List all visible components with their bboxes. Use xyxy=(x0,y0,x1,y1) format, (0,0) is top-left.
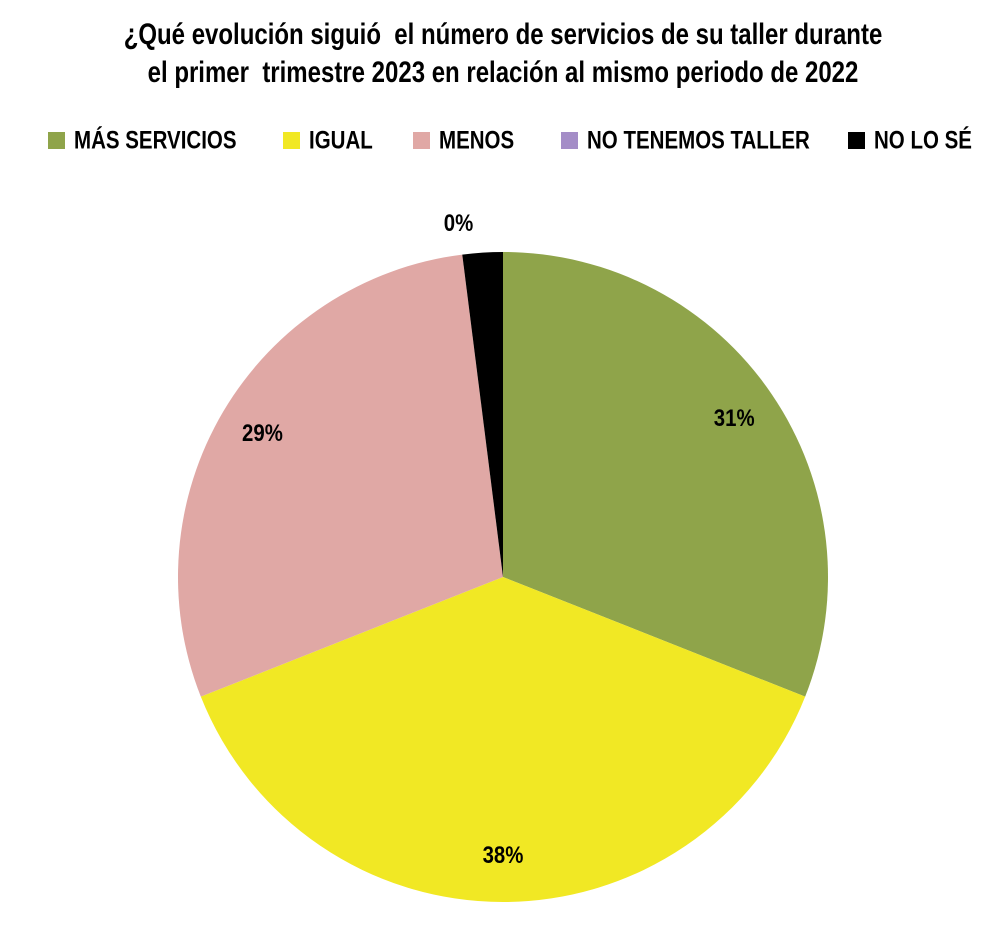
legend-swatch xyxy=(283,132,300,149)
value-label: 31% xyxy=(714,405,755,432)
legend-label: MÁS SERVICIOS xyxy=(74,126,237,154)
chart-title: ¿Qué evolución siguió el número de servi… xyxy=(124,16,883,50)
legend-swatch xyxy=(848,132,865,149)
legend-label: IGUAL xyxy=(309,126,373,154)
pie-slice xyxy=(178,254,504,697)
legend-swatch xyxy=(413,132,430,149)
value-label: 0% xyxy=(444,210,474,237)
pie-slice xyxy=(503,252,828,697)
legend-label: MENOS xyxy=(439,126,514,154)
legend-swatch xyxy=(48,132,65,149)
legend-label: NO TENEMOS TALLER xyxy=(587,126,810,154)
value-label: 29% xyxy=(242,420,283,447)
pie-slice xyxy=(462,252,503,577)
pie-slice xyxy=(200,577,806,902)
value-label: 38% xyxy=(483,841,524,868)
legend-swatch xyxy=(561,132,578,149)
chart-title: el primer trimestre 2023 en relación al … xyxy=(148,54,859,88)
legend-label: NO LO SÉ xyxy=(874,126,972,154)
